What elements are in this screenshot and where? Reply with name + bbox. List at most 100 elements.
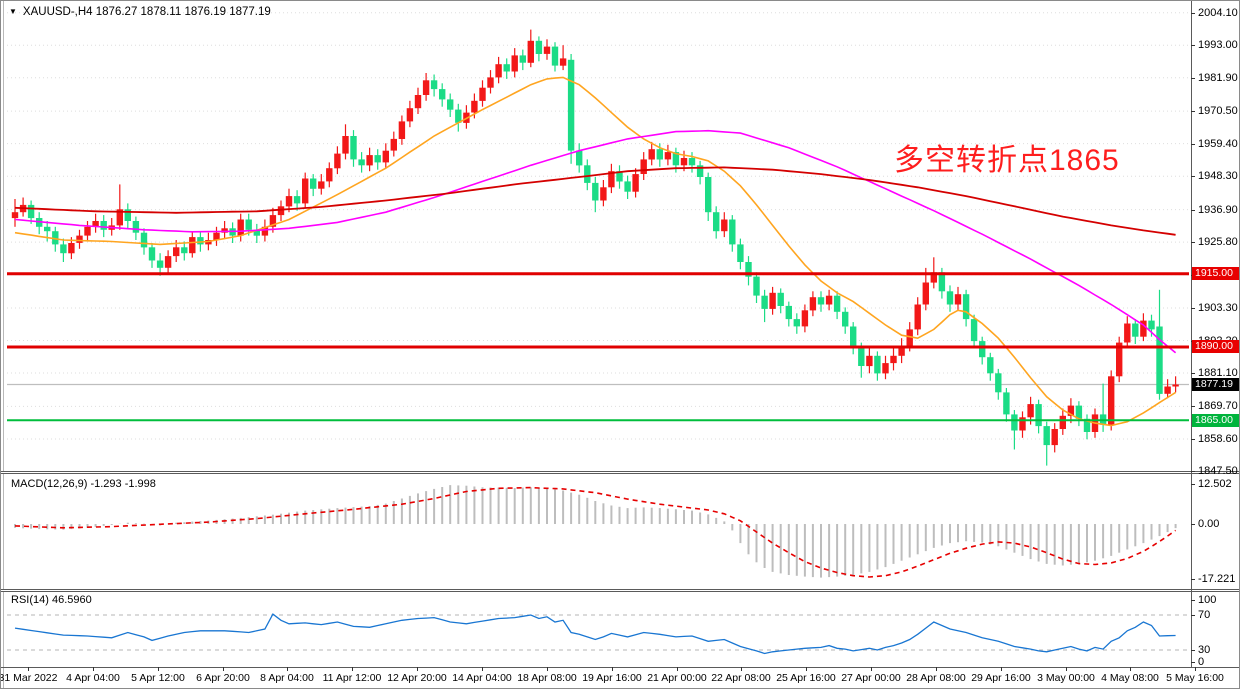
x-axis-label: 18 Apr 08:00 [517,672,577,684]
x-axis-label: 19 Apr 16:00 [582,672,642,684]
macd-axis-tick [1191,579,1195,580]
x-axis-label: 22 Apr 08:00 [711,672,771,684]
x-axis-tick [482,667,483,671]
rsi-axis-tick [1191,650,1195,651]
x-axis-tick [547,667,548,671]
pivot-annotation-text[interactable]: 多空转折点1865 [894,144,1120,177]
x-axis-tick [1066,667,1067,671]
x-axis-tick [1195,667,1196,671]
y-axis-tick [1191,471,1195,472]
x-axis-label: 21 Apr 00:00 [647,672,707,684]
ma-fast-line [14,76,1177,427]
x-axis-label: 4 Apr 04:00 [66,672,120,684]
x-axis-label: 8 Apr 04:00 [260,672,314,684]
x-axis-tick [806,667,807,671]
y-axis-label: 1981.90 [1198,72,1238,84]
y-axis-tick [1191,176,1195,177]
y-axis-label: 1948.30 [1198,170,1238,182]
price-axis-line [1191,1,1192,667]
y-axis-label: 1959.40 [1198,138,1238,150]
x-axis-label: 11 Apr 12:00 [322,672,382,684]
macd-rsi-splitter[interactable] [1,589,1239,592]
macd-axis-label: 0.00 [1198,518,1220,530]
rsi-axis-tick [1191,662,1195,663]
y-axis-label: 1925.80 [1198,236,1238,248]
macd-axis-tick [1191,484,1195,485]
rsi-axis-tick [1191,615,1195,616]
y-axis-tick [1191,78,1195,79]
y-axis-tick [1191,308,1195,309]
x-axis-tick [1001,667,1002,671]
candles-layer [11,29,1179,466]
x-axis-tick [677,667,678,671]
rsi-axis-tick [1191,600,1195,601]
y-axis-label: 1993.00 [1198,39,1238,51]
x-axis-label: 29 Apr 16:00 [971,672,1031,684]
time-axis-line [1,667,1239,668]
x-axis-label: 6 Apr 20:00 [196,672,250,684]
rsi-axis-label: 30 [1198,644,1211,656]
x-axis-label: 31 Mar 2022 [0,672,58,684]
x-axis-tick [612,667,613,671]
macd-axis-label: 12.502 [1198,478,1232,490]
macd-axis-tick [1191,524,1195,525]
x-axis-tick [28,667,29,671]
x-axis-label: 12 Apr 20:00 [387,672,447,684]
rsi-indicator-label: RSI(14) 46.5960 [11,594,92,606]
x-axis-tick [287,667,288,671]
y-axis-tick [1191,45,1195,46]
macd-axis-label: -17.221 [1198,573,1236,585]
x-axis-tick [417,667,418,671]
x-axis-tick [871,667,872,671]
x-axis-label: 27 Apr 00:00 [841,672,901,684]
y-axis-label: 1881.10 [1198,367,1238,379]
x-axis-tick [93,667,94,671]
x-axis-label: 28 Apr 08:00 [906,672,966,684]
rsi-axis-label: 0 [1198,656,1205,668]
x-axis-label: 4 May 08:00 [1101,672,1159,684]
price-badge: 1865.00 [1192,414,1239,427]
ma-slow-line [14,166,1176,236]
x-axis-tick [1130,667,1131,671]
rsi-axis-label: 100 [1198,594,1217,606]
y-axis-tick [1191,13,1195,14]
x-axis-label: 3 May 00:00 [1037,672,1095,684]
y-axis-label: 1858.60 [1198,433,1238,445]
x-axis-tick [158,667,159,671]
chart-title-bar: ▼ XAUUSD-,H4 1876.27 1878.11 1876.19 187… [9,6,271,18]
x-axis-label: 5 May 16:00 [1166,672,1224,684]
symbol-ohlc-readout: XAUUSD-,H4 1876.27 1878.11 1876.19 1877.… [22,6,271,18]
y-axis-tick [1191,210,1195,211]
y-axis-tick [1191,242,1195,243]
macd-signal-line [14,486,1177,578]
y-axis-tick [1191,111,1195,112]
y-axis-tick [1191,373,1195,374]
y-axis-tick [1191,406,1195,407]
y-axis-tick [1191,144,1195,145]
y-axis-label: 1903.30 [1198,302,1238,314]
y-axis-label: 1936.90 [1198,204,1238,216]
x-axis-label: 5 Apr 12:00 [131,672,185,684]
y-axis-label: 1869.70 [1198,400,1238,412]
y-axis-label: 1847.50 [1198,465,1238,477]
x-axis-tick [352,667,353,671]
macd-histogram [14,485,1177,578]
price-badge: 1877.19 [1192,378,1239,391]
macd-indicator-label: MACD(12,26,9) -1.293 -1.998 [11,478,156,490]
x-axis-tick [741,667,742,671]
x-axis-label: 25 Apr 16:00 [776,672,836,684]
symbol-dropdown-icon[interactable]: ▼ [9,7,17,16]
y-axis-label: 2004.10 [1198,7,1238,19]
x-axis-tick [936,667,937,671]
x-axis-label: 14 Apr 04:00 [452,672,512,684]
main-macd-splitter[interactable] [1,471,1239,474]
y-axis-label: 1970.50 [1198,105,1238,117]
rsi-axis-label: 70 [1198,609,1211,621]
x-axis-tick [223,667,224,671]
y-axis-tick [1191,439,1195,440]
rsi-line [14,613,1176,655]
ma-mid-line [14,129,1177,354]
price-badge: 1890.00 [1192,340,1239,353]
